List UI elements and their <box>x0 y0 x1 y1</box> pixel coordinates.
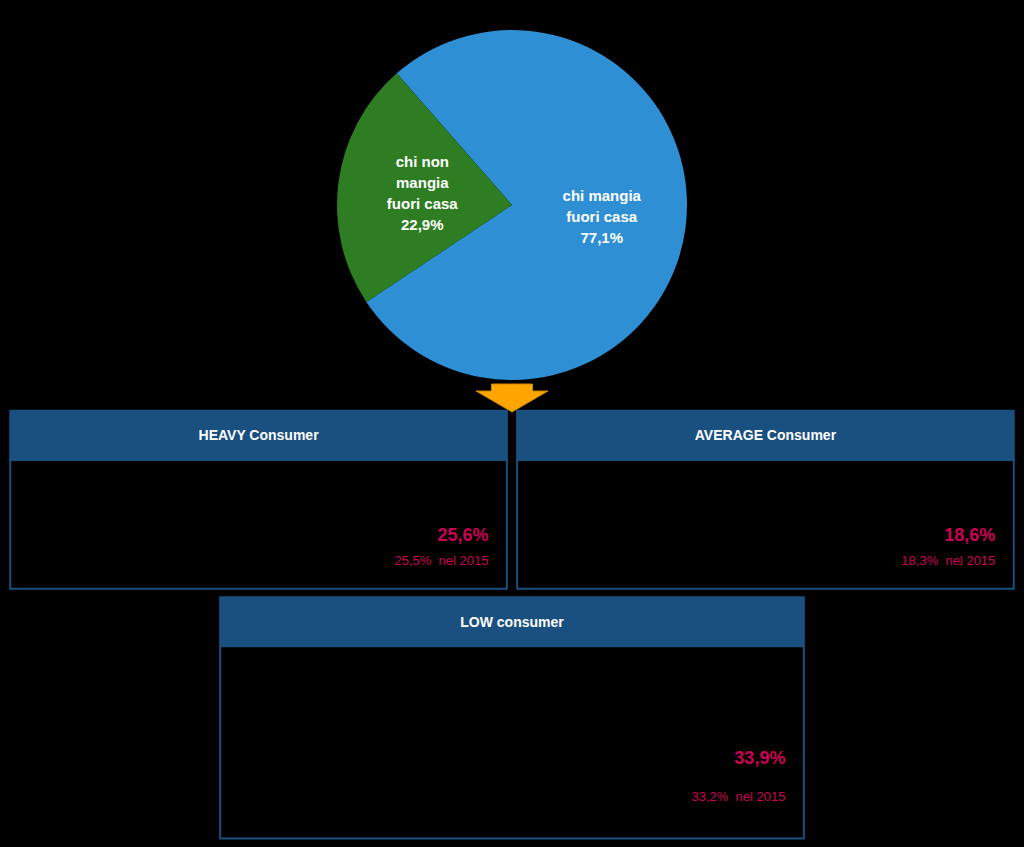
svg-text:33,2% nel 2015: 33,2% nel 2015 <box>691 789 785 804</box>
svg-text:AVERAGE Consumer: AVERAGE Consumer <box>695 427 837 443</box>
svg-text:chi mangia: chi mangia <box>563 187 642 204</box>
svg-text:18,3% nel 2015: 18,3% nel 2015 <box>901 553 995 568</box>
svg-text:chi non: chi non <box>396 153 449 170</box>
svg-text:HEAVY Consumer: HEAVY Consumer <box>199 427 320 443</box>
svg-text:mangia: mangia <box>396 174 449 191</box>
svg-text:22,9%: 22,9% <box>401 216 444 233</box>
svg-text:fuori casa: fuori casa <box>566 208 638 225</box>
svg-text:18,6%: 18,6% <box>944 525 995 545</box>
svg-text:LOW consumer: LOW consumer <box>460 614 564 630</box>
svg-text:77,1%: 77,1% <box>580 229 623 246</box>
svg-text:33,9%: 33,9% <box>734 748 785 768</box>
svg-text:25,5% nel 2015: 25,5% nel 2015 <box>394 553 488 568</box>
svg-text:fuori casa: fuori casa <box>387 195 459 212</box>
svg-text:25,6%: 25,6% <box>437 525 488 545</box>
